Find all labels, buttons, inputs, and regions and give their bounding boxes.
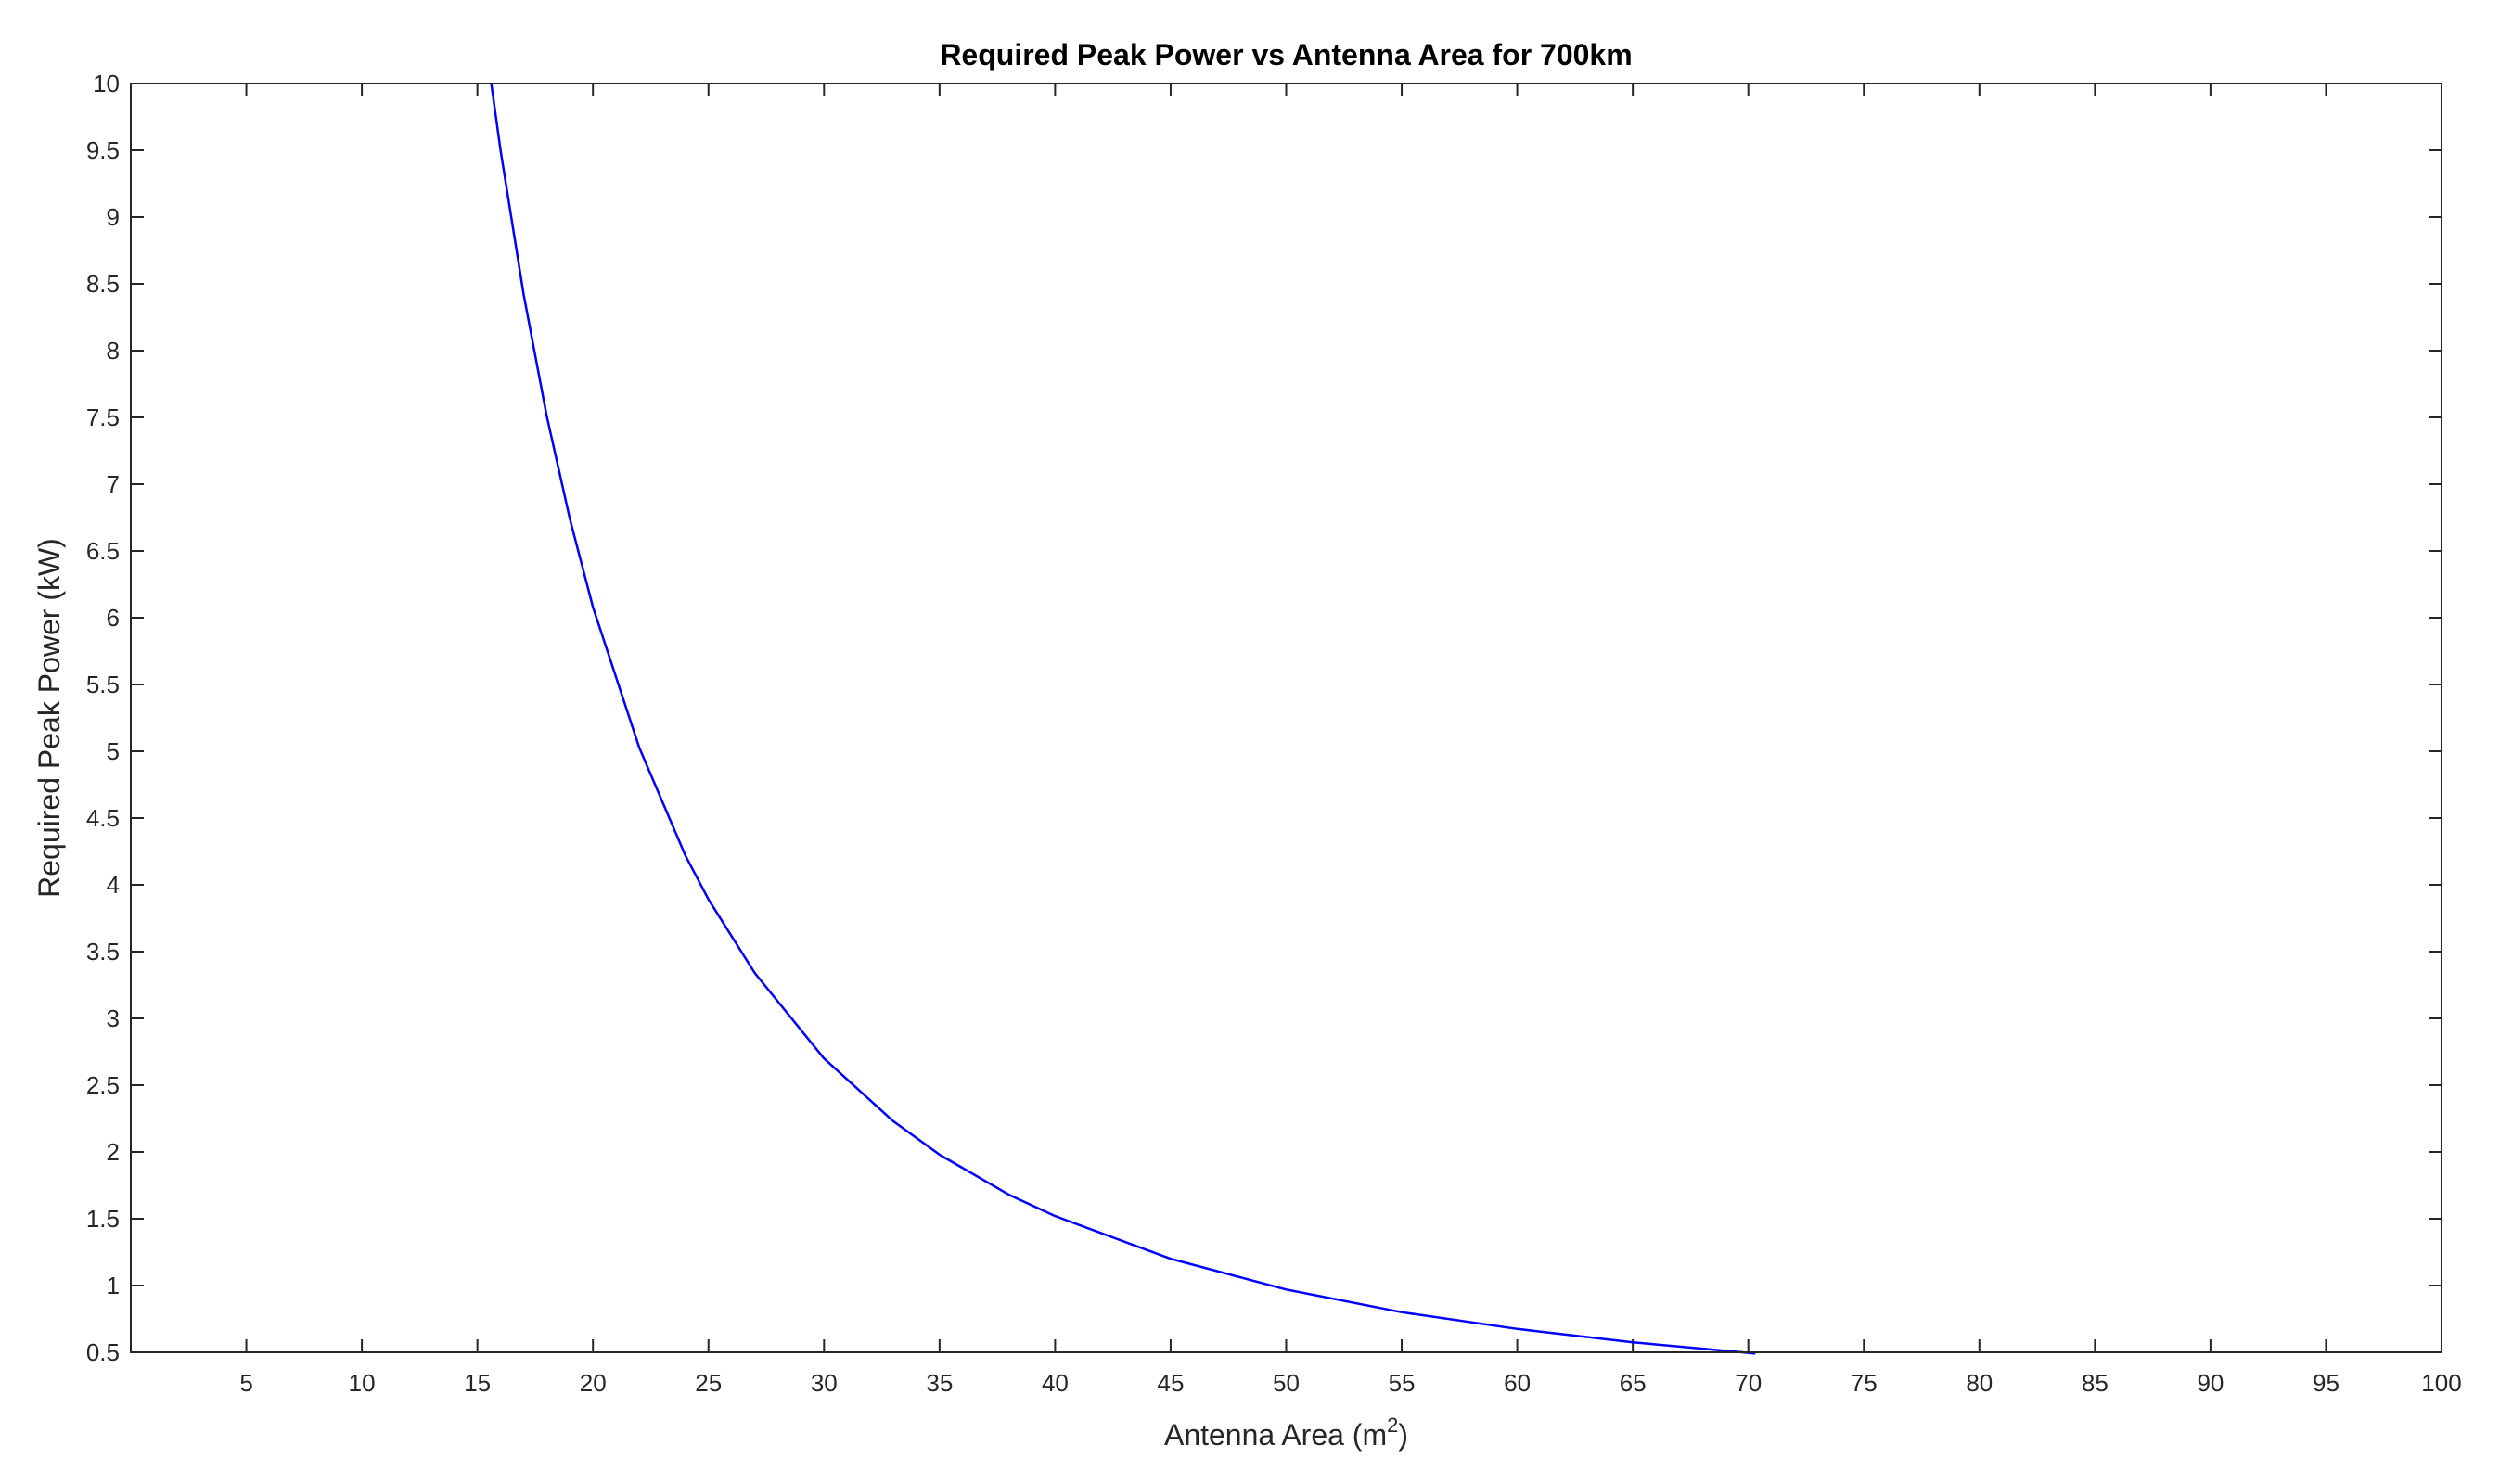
x-tick-label: 95 — [2313, 1369, 2340, 1397]
series-layer — [490, 83, 1756, 1355]
plot-box — [130, 83, 2442, 1353]
chart-title: Required Peak Power vs Antenna Area for … — [940, 38, 1632, 71]
x-tick-label: 30 — [811, 1369, 838, 1397]
series-line — [490, 83, 1756, 1355]
y-tick-label: 2 — [107, 1138, 120, 1166]
x-tick-label: 5 — [239, 1369, 252, 1397]
y-tick-label: 8.5 — [86, 270, 120, 298]
y-tick-label: 0.5 — [86, 1338, 120, 1366]
y-tick-label: 5.5 — [86, 671, 120, 698]
plot-area — [131, 83, 2442, 1352]
x-axis-label-superscript: 2 — [1387, 1414, 1398, 1437]
x-tick-label: 25 — [695, 1369, 722, 1397]
y-tick-label: 1 — [107, 1272, 120, 1299]
x-tick-labels: 5 10 15 20 25 30 35 40 45 50 55 60 65 70 75 80 85 90 95 100 — [239, 1369, 2461, 1397]
x-tick-label: 70 — [1735, 1369, 1762, 1397]
y-tick-label: 9.5 — [86, 136, 120, 164]
x-tick-label: 80 — [1966, 1369, 1993, 1397]
y-tick-label: 6.5 — [86, 537, 120, 565]
y-tick-label: 3 — [107, 1004, 120, 1032]
y-tick-label: 9 — [107, 203, 120, 231]
y-tick-label: 2.5 — [86, 1071, 120, 1099]
y-tick-label: 6 — [107, 604, 120, 632]
x-tick-label: 20 — [580, 1369, 607, 1397]
y-tick-label: 8 — [107, 337, 120, 365]
x-tick-label: 90 — [2197, 1369, 2224, 1397]
y-tick-label: 7 — [107, 470, 120, 498]
y-tick-label: 1.5 — [86, 1205, 120, 1233]
y-tick-label: 3.5 — [86, 938, 120, 966]
x-tick-label: 85 — [2082, 1369, 2109, 1397]
x-tick-label: 50 — [1273, 1369, 1300, 1397]
y-tick-labels: 0.5 1 1.5 2 2.5 3 3.5 4 4.5 5 5.5 6 6.5 7 7.5 8 8.5 9 9.5 1… — [86, 70, 120, 1366]
y-axis-label: Required Peak Power (kW) — [32, 538, 66, 898]
x-tick-label: 35 — [926, 1369, 953, 1397]
y-tick-label: 10 — [93, 70, 120, 97]
x-tick-label: 60 — [1504, 1369, 1531, 1397]
x-axis-label: Antenna Area (m2) — [1164, 1414, 1408, 1452]
x-tick-label: 45 — [1157, 1369, 1184, 1397]
x-tick-label: 10 — [349, 1369, 376, 1397]
x-tick-label: 15 — [464, 1369, 491, 1397]
y-tick-label: 5 — [107, 737, 120, 765]
y-tick-label: 7.5 — [86, 403, 120, 431]
x-tick-label: 55 — [1389, 1369, 1416, 1397]
x-tick-label: 40 — [1042, 1369, 1069, 1397]
y-tick-label: 4 — [107, 871, 120, 899]
x-axis-label-suffix: ) — [1398, 1418, 1408, 1452]
x-axis-label-text: Antenna Area (m — [1164, 1418, 1387, 1452]
tick-marks — [131, 83, 2442, 1353]
y-tick-label: 4.5 — [86, 804, 120, 832]
x-tick-label: 75 — [1851, 1369, 1878, 1397]
x-tick-label: 65 — [1620, 1369, 1647, 1397]
x-tick-label: 100 — [2421, 1369, 2461, 1397]
